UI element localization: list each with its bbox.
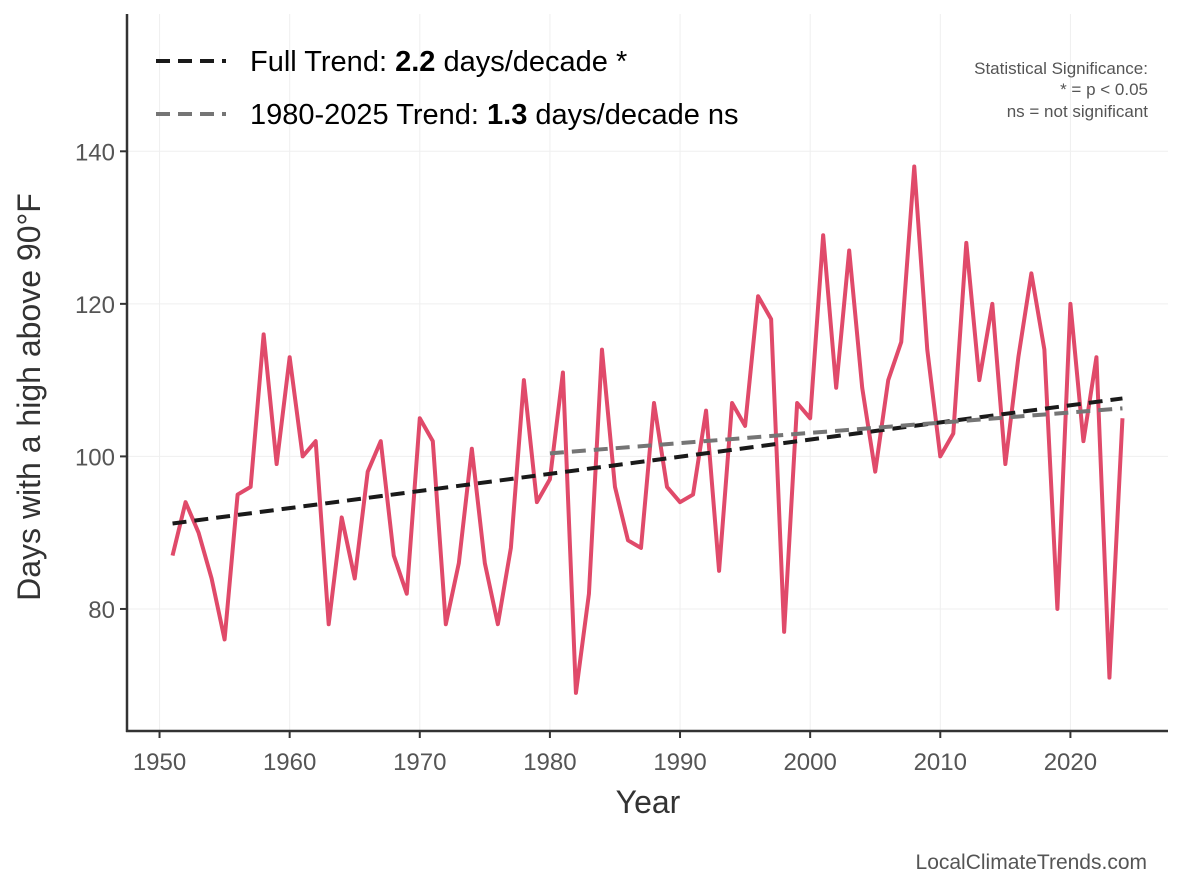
legend-item: Full Trend: 2.2 days/decade * <box>156 46 627 78</box>
x-tick-label: 1950 <box>133 749 186 776</box>
significance-note-line: ns = not significant <box>1007 102 1149 121</box>
x-axis-ticks: 1950 1960 1970 1980 1990 2000 2010 2020 <box>133 731 1097 776</box>
y-tick-label: 100 <box>75 444 115 471</box>
x-tick-label: 1990 <box>653 749 706 776</box>
axes <box>125 14 1168 733</box>
y-tick-label: 120 <box>75 292 115 319</box>
y-tick-label: 140 <box>75 139 115 166</box>
x-tick-label: 1970 <box>393 749 446 776</box>
significance-note: Statistical Significance: * = p < 0.05 n… <box>974 59 1148 121</box>
legend-label: Full Trend: 2.2 days/decade * <box>250 46 627 78</box>
full-trend-line <box>172 396 1123 526</box>
recent-trend-line <box>549 406 1123 456</box>
data-series <box>170 164 1125 695</box>
trend-lines <box>172 396 1123 526</box>
y-axis-ticks: 80 100 120 140 <box>75 139 127 624</box>
y-axis-label: Days with a high above 90°F <box>11 193 47 601</box>
x-tick-label: 2010 <box>914 749 967 776</box>
legend: Full Trend: 2.2 days/decade * 1980-2025 T… <box>156 46 739 131</box>
significance-note-line: * = p < 0.05 <box>1060 80 1148 99</box>
source-credit: LocalClimateTrends.com <box>916 851 1147 874</box>
x-tick-label: 2000 <box>783 749 836 776</box>
legend-label: 1980-2025 Trend: 1.3 days/decade ns <box>250 99 739 131</box>
x-tick-label: 1980 <box>523 749 576 776</box>
x-axis-label: Year <box>616 784 681 820</box>
x-tick-label: 1960 <box>263 749 316 776</box>
x-tick-label: 2020 <box>1044 749 1097 776</box>
significance-note-line: Statistical Significance: <box>974 59 1148 78</box>
y-tick-label: 80 <box>88 597 115 624</box>
series-line <box>170 164 1125 695</box>
legend-item: 1980-2025 Trend: 1.3 days/decade ns <box>156 99 739 131</box>
grid <box>127 14 1168 731</box>
